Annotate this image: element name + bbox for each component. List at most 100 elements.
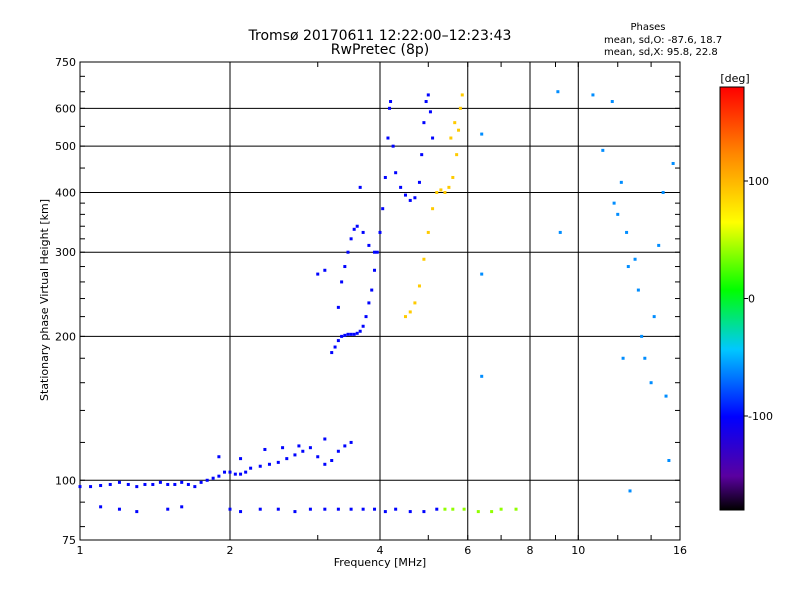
data-point xyxy=(358,329,362,333)
data-point xyxy=(151,482,155,486)
data-point xyxy=(349,237,353,241)
data-point xyxy=(394,507,398,511)
data-point xyxy=(408,310,412,314)
x-tick-label: 1 xyxy=(77,544,84,557)
data-point xyxy=(413,196,417,200)
data-point xyxy=(346,250,350,254)
data-point xyxy=(323,507,327,511)
data-point xyxy=(166,482,170,486)
data-point xyxy=(391,144,395,148)
data-point xyxy=(186,482,190,486)
data-point xyxy=(403,193,407,197)
data-point xyxy=(449,136,453,140)
data-point xyxy=(117,507,121,511)
data-point xyxy=(447,185,451,189)
data-point xyxy=(78,485,82,489)
data-point xyxy=(316,272,320,276)
data-point xyxy=(426,230,430,234)
data-point xyxy=(378,230,382,234)
data-point xyxy=(426,93,430,97)
data-point xyxy=(619,180,623,184)
data-point xyxy=(323,462,327,466)
data-point xyxy=(439,188,443,192)
data-point xyxy=(158,480,162,484)
y-tick-label: 600 xyxy=(55,102,76,115)
data-point xyxy=(364,315,368,319)
data-point xyxy=(316,455,320,459)
data-point xyxy=(117,480,121,484)
data-point xyxy=(422,121,426,125)
data-point xyxy=(285,457,289,461)
y-axis-label: Stationary phase Virtual Height [km] xyxy=(38,199,51,401)
data-point xyxy=(330,458,334,462)
data-point xyxy=(276,460,280,464)
data-point xyxy=(228,507,232,511)
y-tick-label: 300 xyxy=(55,246,76,259)
grid-lines xyxy=(80,62,680,540)
data-point xyxy=(166,507,170,511)
data-point xyxy=(367,243,371,247)
data-point xyxy=(451,507,455,511)
data-point xyxy=(375,250,379,254)
data-point xyxy=(373,268,377,272)
data-point xyxy=(323,268,327,272)
data-point xyxy=(367,301,371,305)
data-point xyxy=(361,324,365,328)
data-point xyxy=(451,175,455,179)
data-point xyxy=(267,462,271,466)
data-point xyxy=(657,243,661,247)
data-point xyxy=(417,284,421,288)
data-point xyxy=(249,466,253,470)
data-point xyxy=(333,345,337,349)
data-point xyxy=(386,136,390,140)
data-point xyxy=(180,480,184,484)
data-point xyxy=(381,207,385,211)
data-point xyxy=(343,444,347,448)
data-point xyxy=(336,305,340,309)
data-point xyxy=(616,212,620,216)
data-point xyxy=(428,110,432,114)
data-point xyxy=(383,510,387,514)
data-point xyxy=(143,482,147,486)
data-point xyxy=(652,315,656,319)
data-point xyxy=(460,93,464,97)
x-tick-label: 16 xyxy=(673,544,687,557)
data-point xyxy=(293,510,297,514)
data-point xyxy=(408,510,412,514)
data-point xyxy=(476,510,480,514)
data-point xyxy=(490,510,494,514)
data-point xyxy=(633,257,637,261)
y-tick-labels: 75 100 200 300 400 500 600 750 xyxy=(55,56,76,547)
chart-title: Tromsø 20170611 12:22:00–12:23:43 xyxy=(248,28,512,44)
data-point xyxy=(457,128,461,132)
data-point xyxy=(480,272,484,276)
data-point xyxy=(126,482,130,486)
data-point xyxy=(135,485,139,489)
data-point xyxy=(417,180,421,184)
data-point xyxy=(383,175,387,179)
data-point xyxy=(403,315,407,319)
data-point xyxy=(199,480,203,484)
data-point xyxy=(281,446,285,450)
data-point xyxy=(399,185,403,189)
data-point xyxy=(480,132,484,136)
data-point xyxy=(455,153,459,157)
y-tick-label: 500 xyxy=(55,140,76,153)
data-point xyxy=(343,333,347,337)
data-point xyxy=(239,472,243,476)
data-point xyxy=(443,190,447,194)
data-point xyxy=(205,478,209,482)
data-point xyxy=(217,455,221,459)
data-point xyxy=(661,190,665,194)
y-tick-label: 100 xyxy=(55,474,76,487)
data-point xyxy=(358,185,362,189)
axis-ticks xyxy=(79,61,681,540)
data-point xyxy=(258,507,262,511)
data-point xyxy=(612,201,616,205)
data-point xyxy=(173,482,177,486)
data-point xyxy=(462,507,466,511)
data-point xyxy=(558,230,562,234)
data-point xyxy=(340,280,344,284)
data-point xyxy=(336,449,340,453)
